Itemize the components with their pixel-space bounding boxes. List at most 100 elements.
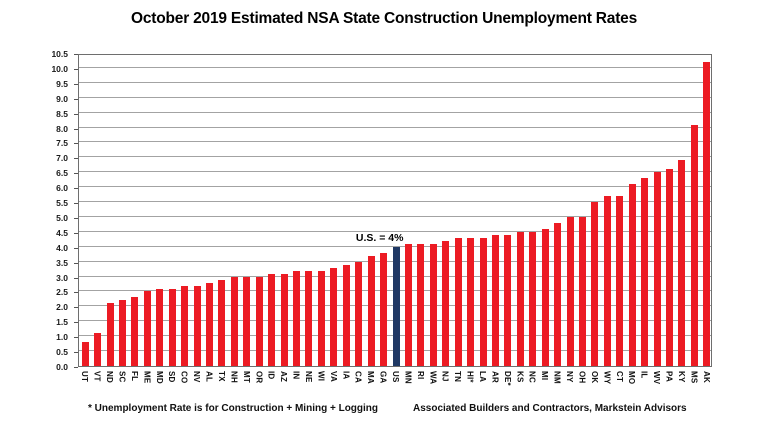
- bar-KY: [678, 160, 686, 366]
- y-tick-label: 8.0: [56, 123, 68, 134]
- bar-CO: [181, 285, 189, 366]
- y-tick-label: 0.0: [56, 362, 68, 372]
- gridline: [79, 201, 711, 203]
- gridline: [79, 96, 711, 98]
- y-tick-mark: [74, 83, 78, 85]
- bar-NJ: [442, 240, 450, 366]
- gridline: [79, 111, 711, 113]
- y-tick-mark: [74, 68, 78, 70]
- x-tick-label-IL: IL: [639, 371, 649, 379]
- x-tick-label-NM: NM: [552, 371, 562, 384]
- bar-GA: [380, 252, 388, 366]
- y-tick-label: 7.5: [56, 138, 68, 149]
- bar-SC: [119, 300, 126, 366]
- x-tick-label-AK: AK: [701, 371, 711, 383]
- y-tick-mark: [74, 143, 78, 145]
- y-tick-mark: [74, 367, 78, 368]
- y-tick-mark: [74, 188, 78, 190]
- bar-LA: [479, 237, 487, 366]
- bar-ND: [106, 303, 114, 366]
- x-tick-label-OK: OK: [589, 371, 599, 384]
- gridline: [79, 245, 711, 247]
- x-tick-label-TN: TN: [453, 371, 463, 383]
- bar-MD: [156, 288, 164, 366]
- x-tick-label-NE: NE: [303, 371, 313, 383]
- bar-OR: [255, 276, 263, 366]
- us-rate-annotation: U.S. = 4%: [355, 231, 404, 244]
- bar-FL: [131, 297, 139, 366]
- bar-KS: [516, 231, 524, 366]
- x-tick-label-ND: ND: [105, 371, 115, 383]
- bar-AL: [206, 282, 214, 366]
- x-tick-label-MA: MA: [366, 371, 376, 384]
- y-tick-label: 3.0: [56, 272, 68, 283]
- bar-MS: [690, 124, 698, 366]
- x-tick-label-NJ: NJ: [440, 371, 450, 382]
- x-tick-label-LA: LA: [478, 371, 488, 383]
- x-tick-label-FL: FL: [129, 371, 139, 382]
- x-tick-label-ID: ID: [266, 371, 276, 380]
- bar-NY: [566, 216, 574, 366]
- bar-CA: [355, 261, 363, 366]
- bar-IN: [293, 270, 301, 366]
- bar-WA: [429, 243, 437, 366]
- x-tick-label-PA: PA: [664, 371, 674, 382]
- bar-HI: [467, 237, 475, 366]
- y-tick-label: 1.0: [56, 332, 68, 343]
- x-tick-label-TX: TX: [216, 371, 226, 382]
- bar-NM: [554, 222, 562, 366]
- x-tick-label-OH: OH: [577, 371, 587, 384]
- y-tick-mark: [74, 203, 78, 205]
- bar-AK: [703, 61, 711, 366]
- bar-NE: [305, 270, 313, 366]
- x-tick-label-NY: NY: [565, 371, 575, 383]
- x-tick-label-MS: MS: [689, 371, 699, 384]
- chart-title: October 2019 Estimated NSA State Constru…: [131, 10, 637, 27]
- x-tick-label-VA: VA: [328, 371, 338, 382]
- x-tick-label-AZ: AZ: [279, 371, 289, 383]
- bar-WY: [603, 196, 611, 366]
- gridline: [79, 215, 711, 217]
- gridline: [79, 126, 711, 128]
- x-tick-label-MO: MO: [627, 371, 637, 385]
- bar-NC: [529, 231, 537, 366]
- x-tick-label-RI: RI: [415, 371, 425, 380]
- y-tick-label: 8.5: [56, 108, 68, 119]
- bar-MI: [541, 228, 549, 366]
- x-tick-label-VT: VT: [92, 371, 102, 382]
- bar-VT: [94, 333, 102, 366]
- x-tick-label-NC: NC: [527, 371, 537, 383]
- bar-ME: [143, 291, 151, 366]
- bar-NH: [230, 276, 238, 366]
- bar-MO: [628, 184, 636, 366]
- x-tick-label-KY: KY: [676, 371, 686, 383]
- x-tick-label-AL: AL: [204, 371, 214, 383]
- bar-US: [392, 246, 400, 366]
- y-tick-mark: [74, 247, 78, 249]
- x-tick-label-SD: SD: [167, 371, 177, 383]
- y-tick-mark: [74, 54, 78, 55]
- bar-AZ: [280, 273, 288, 366]
- y-tick-mark: [74, 128, 78, 130]
- gridline: [79, 156, 711, 158]
- x-tick-label-GA: GA: [378, 371, 388, 384]
- x-tick-label-MD: MD: [154, 371, 164, 384]
- bar-DE: [504, 234, 512, 366]
- x-tick-label-US: US: [391, 371, 400, 383]
- x-tick-label-NV: NV: [192, 371, 202, 383]
- y-tick-label: 3.5: [56, 257, 68, 268]
- y-tick-label: 5.5: [56, 198, 68, 209]
- x-tick-label-CA: CA: [353, 371, 363, 383]
- y-tick-mark: [74, 98, 78, 100]
- bar-UT: [81, 342, 89, 366]
- gridline: [79, 81, 711, 83]
- bar-NV: [193, 285, 201, 366]
- y-tick-mark: [74, 277, 78, 279]
- gridline: [79, 230, 711, 232]
- y-tick-mark: [74, 113, 78, 115]
- x-tick-label-WI: WI: [316, 371, 326, 382]
- y-tick-label: 1.5: [56, 317, 68, 328]
- bar-MT: [243, 276, 251, 366]
- y-tick-label: 7.0: [56, 153, 68, 164]
